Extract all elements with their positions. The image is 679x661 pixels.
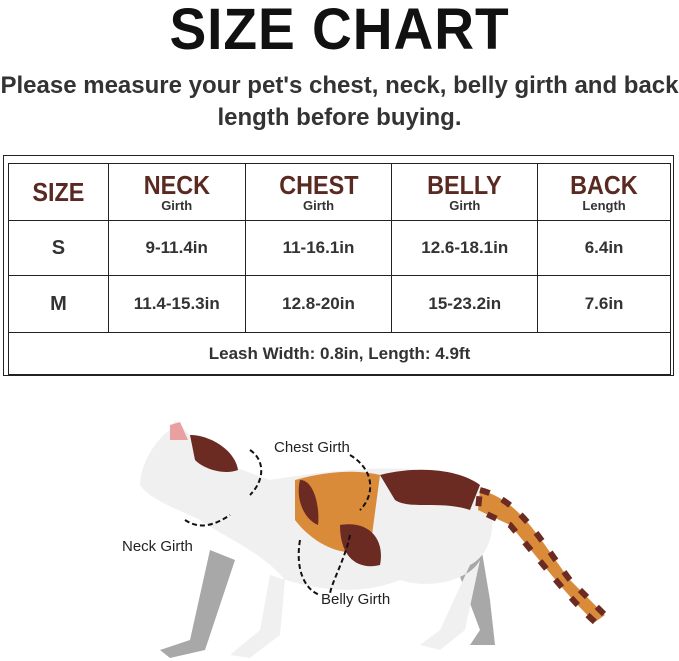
size-table: SIZE NECK Girth CHEST Girth BELLY Girth BAC…: [8, 163, 671, 375]
footer-row: Leash Width: 0.8in, Length: 4.9ft: [8, 332, 671, 375]
cat-illustration: [140, 420, 610, 658]
header-belly: BELLY Girth: [391, 163, 539, 221]
subtitle: Please measure your pet's chest, neck, b…: [0, 70, 679, 134]
header-row: SIZE NECK Girth CHEST Girth BELLY Girth BAC…: [8, 163, 671, 221]
header-neck: NECK Girth: [107, 163, 246, 221]
chest-cell: 12.8-20in: [244, 275, 393, 333]
chest-cell: 11-16.1in: [244, 220, 393, 276]
subtitle-line-1: Please measure your pet's chest, neck, b…: [0, 72, 679, 99]
belly-cell: 15-23.2in: [391, 275, 539, 333]
header-size: SIZE: [8, 163, 109, 221]
back-cell: 7.6in: [537, 275, 671, 333]
measure-arrows: [184, 449, 372, 596]
cat-head: [140, 420, 240, 498]
label-neck-girth: Neck Girth: [122, 538, 193, 555]
table-row: S 9-11.4in 11-16.1in 12.6-18.1in 6.4in: [8, 220, 671, 276]
belly-cell: 12.6-18.1in: [391, 220, 539, 276]
title: SIZE CHART: [169, 0, 510, 62]
cat-ear: [170, 422, 188, 440]
table-row: M 11.4-15.3in 12.8-20in 15-23.2in 7.6in: [8, 275, 671, 333]
leash-info: Leash Width: 0.8in, Length: 4.9ft: [8, 332, 671, 375]
neck-cell: 11.4-15.3in: [107, 275, 246, 333]
table-frame: [3, 155, 674, 376]
size-cell: S: [8, 220, 109, 276]
cat-tail: [474, 486, 610, 626]
cat-patch-belly: [340, 524, 381, 567]
label-belly-girth: Belly Girth: [321, 591, 391, 608]
size-cell: M: [8, 275, 109, 333]
header-chest: CHEST Girth: [244, 163, 393, 221]
label-chest-girth: Chest Girth: [274, 439, 350, 456]
header-back: BACK Length: [537, 163, 671, 221]
subtitle-line-2: length before buying.: [217, 104, 462, 131]
cat-patch-shoulder: [298, 480, 319, 525]
cat-body: [140, 457, 493, 658]
cat-patch-hip: [380, 469, 480, 510]
neck-cell: 9-11.4in: [107, 220, 246, 276]
cat-patch-head: [190, 435, 238, 472]
back-cell: 6.4in: [537, 220, 671, 276]
